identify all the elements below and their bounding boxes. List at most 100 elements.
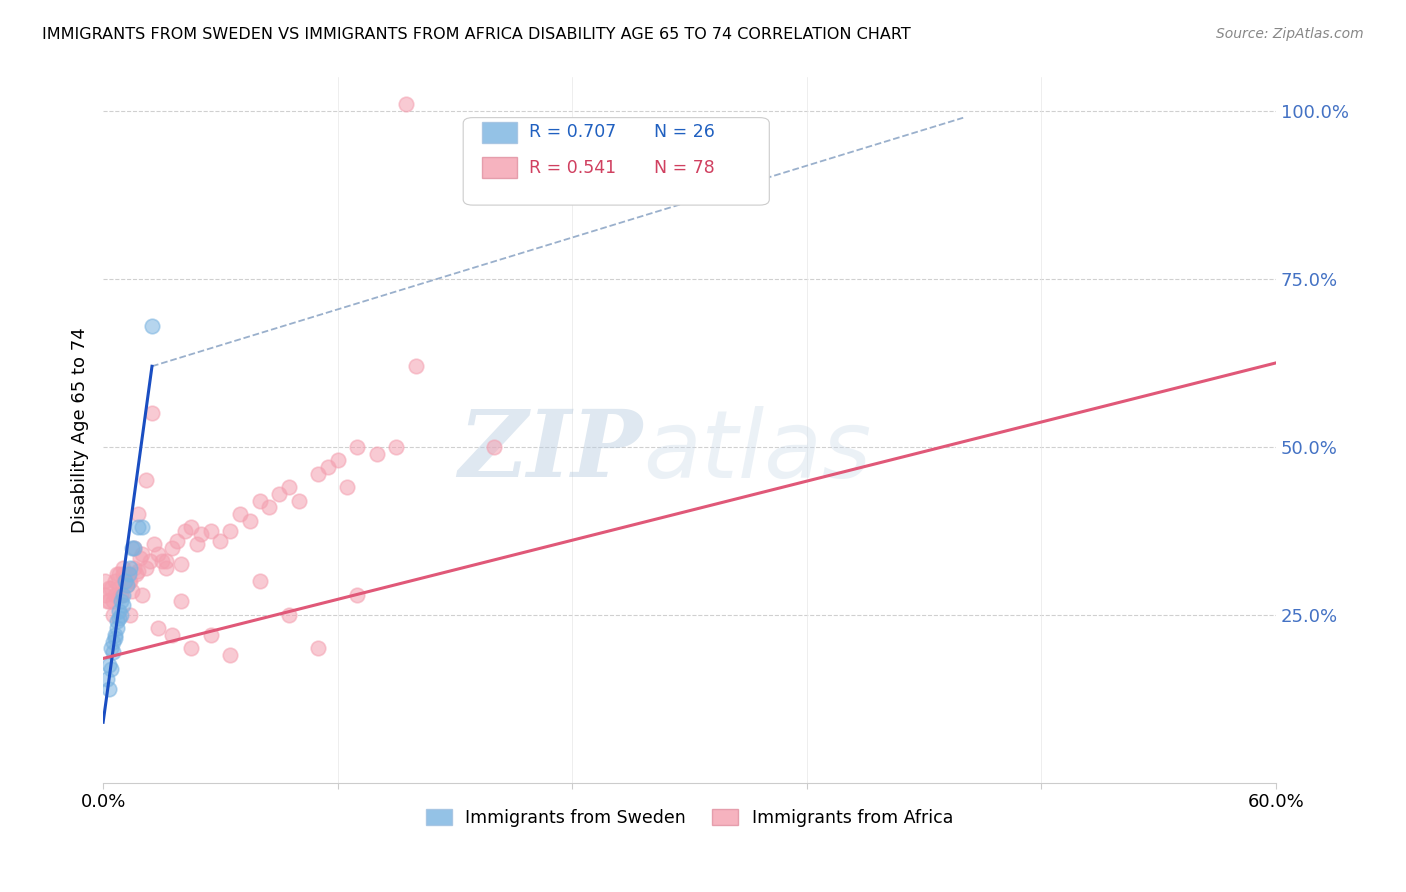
Point xyxy=(124,541,146,555)
Point xyxy=(219,648,242,662)
Point xyxy=(239,514,262,528)
Point xyxy=(100,641,122,656)
Point xyxy=(190,527,212,541)
Point xyxy=(336,480,359,494)
Point xyxy=(127,520,149,534)
Point xyxy=(107,604,129,618)
Point xyxy=(127,564,149,578)
Point xyxy=(259,500,281,515)
Text: IMMIGRANTS FROM SWEDEN VS IMMIGRANTS FROM AFRICA DISABILITY AGE 65 TO 74 CORRELA: IMMIGRANTS FROM SWEDEN VS IMMIGRANTS FRO… xyxy=(42,27,911,42)
Point xyxy=(346,588,368,602)
Point xyxy=(166,533,188,548)
Point xyxy=(124,561,146,575)
Point xyxy=(277,607,299,622)
Point xyxy=(146,621,169,635)
Point xyxy=(111,598,134,612)
Point xyxy=(200,524,222,538)
Point xyxy=(117,567,139,582)
Point xyxy=(100,661,122,675)
Point xyxy=(105,567,128,582)
Text: Source: ZipAtlas.com: Source: ZipAtlas.com xyxy=(1216,27,1364,41)
Text: R = 0.541: R = 0.541 xyxy=(529,159,616,177)
Point xyxy=(142,537,165,551)
FancyBboxPatch shape xyxy=(482,122,517,143)
Text: ZIP: ZIP xyxy=(458,406,643,496)
Point xyxy=(135,561,157,575)
Point xyxy=(120,607,142,622)
Point xyxy=(131,520,153,534)
Point xyxy=(395,97,418,112)
Point xyxy=(111,561,134,575)
Point xyxy=(121,541,143,555)
Point xyxy=(121,584,143,599)
Point xyxy=(100,581,122,595)
Point xyxy=(131,588,153,602)
Point xyxy=(105,621,128,635)
Point xyxy=(107,567,129,582)
Point xyxy=(114,574,136,589)
Point xyxy=(124,541,146,555)
Point xyxy=(186,537,208,551)
Point xyxy=(110,588,132,602)
Point xyxy=(180,520,202,534)
Point xyxy=(125,567,148,582)
Point xyxy=(107,581,129,595)
Point xyxy=(104,632,127,646)
FancyBboxPatch shape xyxy=(463,118,769,205)
Point xyxy=(94,588,117,602)
Y-axis label: Disability Age 65 to 74: Disability Age 65 to 74 xyxy=(72,327,89,533)
Point xyxy=(98,581,121,595)
Point xyxy=(141,318,163,333)
Point xyxy=(110,607,132,622)
Point xyxy=(98,681,121,696)
Point xyxy=(170,594,193,608)
Point xyxy=(139,554,162,568)
Point xyxy=(150,554,173,568)
Point xyxy=(114,574,136,589)
Point xyxy=(115,577,138,591)
Point xyxy=(277,480,299,494)
Point xyxy=(101,645,124,659)
Point xyxy=(155,554,177,568)
Legend: Immigrants from Sweden, Immigrants from Africa: Immigrants from Sweden, Immigrants from … xyxy=(419,802,960,834)
Point xyxy=(229,507,252,521)
Point xyxy=(135,474,157,488)
Point xyxy=(104,574,127,589)
Point xyxy=(104,588,127,602)
Point xyxy=(101,594,124,608)
Point xyxy=(96,672,118,686)
Point xyxy=(200,628,222,642)
Text: atlas: atlas xyxy=(643,406,870,497)
Point xyxy=(267,487,290,501)
Point xyxy=(131,547,153,561)
Point xyxy=(111,588,134,602)
Point xyxy=(316,460,339,475)
Point xyxy=(120,574,142,589)
Point xyxy=(98,594,121,608)
Point xyxy=(287,493,309,508)
Point xyxy=(209,533,232,548)
Point xyxy=(117,574,139,589)
Point xyxy=(115,567,138,582)
Text: N = 26: N = 26 xyxy=(654,123,716,142)
Point xyxy=(110,588,132,602)
Point xyxy=(155,561,177,575)
Point xyxy=(174,524,197,538)
Point xyxy=(107,611,129,625)
Point xyxy=(366,446,388,460)
Point xyxy=(141,406,163,420)
Point xyxy=(346,440,368,454)
Point xyxy=(385,440,408,454)
Point xyxy=(405,359,427,374)
Point xyxy=(326,453,349,467)
Point xyxy=(98,658,121,673)
Point xyxy=(170,558,193,572)
Text: N = 78: N = 78 xyxy=(654,159,716,177)
Point xyxy=(111,567,134,582)
Point xyxy=(96,594,118,608)
Point xyxy=(160,628,183,642)
Point xyxy=(249,493,271,508)
FancyBboxPatch shape xyxy=(482,157,517,178)
Point xyxy=(94,574,117,589)
Point xyxy=(105,615,128,629)
